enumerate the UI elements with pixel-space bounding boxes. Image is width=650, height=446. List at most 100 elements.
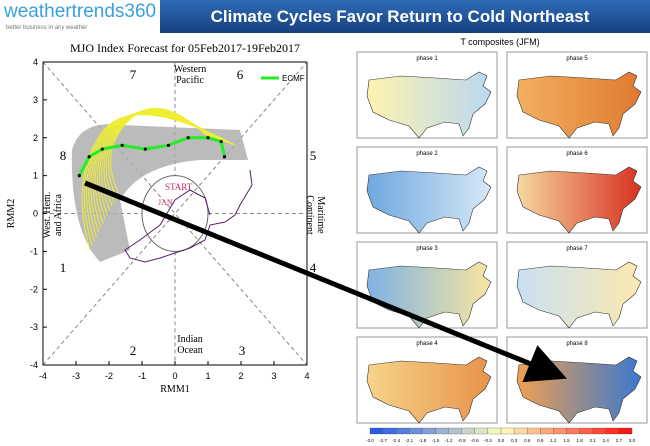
phase-number: 1 [60,260,67,275]
colorbar-cell [500,427,515,435]
colorbar-label: -1.8 [419,438,427,443]
colorbar-label: 0.0 [498,438,505,443]
guide-line [42,61,308,366]
ensemble-member [110,107,207,194]
annotation: START [165,182,193,192]
y-tick-label: -1 [30,246,38,256]
map-label: phase 2 [416,151,438,157]
x-tick-label: -3 [72,371,80,381]
us-map [366,356,492,424]
colorbar-cell [618,427,633,435]
y-tick-label: 4 [33,57,38,67]
ecmf-point [166,143,170,147]
colorbar-cell [553,427,567,435]
map-label: phase 3 [416,246,438,252]
y-axis-label: RMM2 [6,199,17,228]
phase-number: 4 [310,260,317,275]
ecmf-point [143,147,147,151]
tagline: better business in any weather [6,25,87,31]
colorbar-label: -0.6 [471,438,479,443]
us-map [366,71,492,139]
phase-number: 3 [239,343,246,358]
colorbar-label: -0.9 [458,438,466,443]
ensemble-member [85,113,231,242]
colorbar-cell [422,427,436,435]
y-tick-label: -2 [30,284,38,294]
legend-label: ECMF [282,74,305,83]
colorbar-label: 1.8 [576,438,583,443]
ecmf-point [87,155,91,159]
x-tick-label: -2 [105,371,113,381]
colorbar-cell [461,427,475,435]
colorbar-cell [409,427,423,435]
region-line: West. Hem. [42,192,53,239]
x-tick-label: 3 [271,371,276,381]
region-line: Indian [177,334,203,345]
colorbar-cell [382,427,397,435]
phase-number: 6 [237,67,244,82]
logo: weathertrends360 [3,1,156,22]
colorbar-cell [605,427,620,435]
ecmf-point [219,139,223,144]
colorbar-cell [369,427,384,435]
colorbar-label: -1.2 [445,438,453,443]
colorbar-label: -2.7 [379,438,387,443]
colorbar-cell [474,427,489,435]
x-tick-label: 2 [238,371,243,381]
x-tick-label: 0 [172,371,177,381]
map-label: phase 1 [416,56,438,62]
ensemble-member [90,112,227,233]
region-line: Western [174,64,207,75]
y-tick-label: 3 [33,95,38,105]
x-tick-label: 4 [304,371,309,381]
slide-title: Climate Cycles Favor Return to Cold Nort… [211,7,590,26]
x-tick-label: -4 [39,371,47,381]
colorbar-label: 2.1 [590,438,597,443]
ecmf-point [100,147,104,151]
phase-number: 8 [60,148,67,163]
colorbar-cell [513,427,528,435]
map-label: phase 5 [566,56,588,62]
colorbar-label: 0.3 [511,438,518,443]
region-line: Ocean [177,345,203,356]
ecmf-point [77,174,81,178]
map-label: phase 6 [566,151,588,157]
colorbar-label: -0.3 [484,438,492,443]
colorbar-label: -3.0 [366,438,374,443]
y-tick-label: -3 [30,322,38,332]
colorbar-label: -2.1 [405,438,413,443]
phase-number: 2 [130,343,137,358]
composites: T composites (JFM) phase 1 phase 2 phase 3 p… [356,37,648,443]
colorbar-label: 1.2 [550,438,557,443]
colorbar-cell [448,427,462,435]
ecmf-point [120,143,124,147]
ensemble-member [83,113,234,246]
x-axis-label: RMM1 [160,384,189,395]
region-line: Pacific [176,75,204,86]
colorbar-cell [435,427,449,435]
us-map [516,166,642,234]
colorbar-label: 2.7 [616,438,623,443]
y-tick-label: 1 [33,171,38,181]
chart-title: MJO Index Forecast for 05Feb2017-19Feb20… [70,41,300,55]
colorbar-cell [527,427,541,435]
observed-path [124,169,253,263]
ecmf-point [206,136,210,140]
unit-circle [141,175,209,252]
region-line: and Africa [53,193,64,235]
y-tick-label: 0 [33,209,38,219]
us-map [516,261,642,329]
y-tick-label: 2 [33,133,38,143]
mjo-chart: MJO Index Forecast for 05Feb2017-19Feb20… [6,41,326,395]
guide-line [42,61,308,366]
ecmf-point [222,155,227,159]
colorbar-cell [566,427,580,435]
region-line: Maritime [315,196,326,234]
logo-box [0,0,160,33]
colorbar-cell [487,427,502,435]
ecmf-point [186,136,190,140]
